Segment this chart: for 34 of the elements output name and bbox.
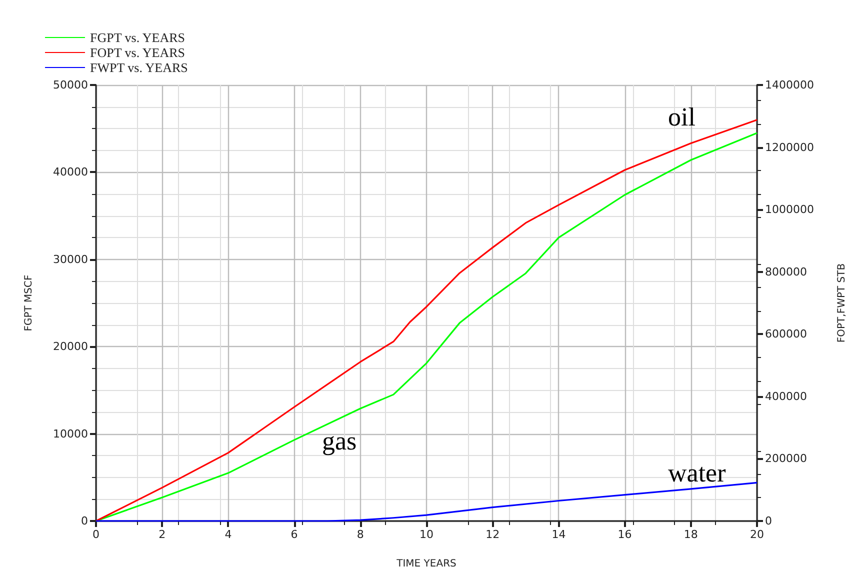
y-tick-label: 40000 — [53, 166, 88, 179]
y2-tick-label: 1000000 — [765, 203, 814, 216]
y-tick-label: 30000 — [53, 252, 88, 266]
y-tick-label: 10000 — [53, 427, 88, 440]
annotation: oil — [668, 102, 696, 132]
y2-tick-label: 400000 — [765, 390, 807, 403]
x-tick-label: 14 — [552, 528, 566, 541]
y2-tick-label: 1400000 — [765, 78, 814, 92]
y2-tick-label: 1200000 — [765, 140, 814, 154]
y2-tick-label: 600000 — [765, 328, 807, 341]
legend-label: FOPT vs. YEARS — [90, 45, 185, 60]
annotation: water — [668, 458, 726, 488]
x-tick-label: 18 — [684, 528, 698, 541]
x-tick-label: 2 — [158, 528, 166, 541]
x-tick-label: 6 — [290, 528, 298, 541]
x-tick-label: 16 — [618, 528, 632, 541]
y-axis-title: FGPT MSCF — [24, 274, 34, 332]
y-tick-label: 20000 — [53, 340, 88, 354]
x-tick-label: 8 — [356, 528, 364, 541]
y2-tick-label: 800000 — [765, 265, 807, 278]
x-tick-label: 20 — [750, 528, 764, 541]
x-tick-label: 12 — [486, 528, 500, 541]
y2-axis-title: FOPT,FWPT STB — [836, 263, 848, 343]
legend-label: FWPT vs. YEARS — [90, 60, 188, 75]
x-axis-title: TIME YEARS — [396, 558, 456, 570]
y2-tick-label: 0 — [765, 514, 772, 528]
annotation: gas — [322, 426, 357, 456]
y-tick-label: 0 — [81, 514, 88, 528]
x-tick-label: 4 — [224, 528, 232, 541]
y2-tick-label: 200000 — [765, 452, 807, 466]
y-tick-label: 50000 — [53, 78, 88, 92]
legend-label: FGPT vs. YEARS — [90, 30, 185, 45]
x-tick-label: 10 — [420, 528, 434, 541]
x-tick-label: 0 — [92, 528, 100, 541]
